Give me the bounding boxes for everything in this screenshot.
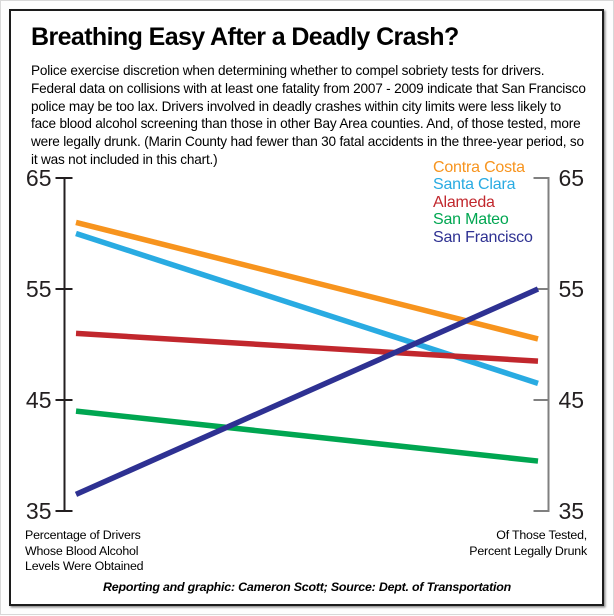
chart-legend: Contra Costa Santa Clara Alameda San Mat… [433, 159, 533, 246]
left-axis-caption: Percentage of Drivers Whose Blood Alcoho… [25, 528, 144, 574]
legend-item-santa-clara: Santa Clara [433, 176, 516, 194]
right-axis-caption: Of Those Tested, Percent Legally Drunk [469, 528, 587, 558]
legend-item-san-francisco: San Francisco [433, 228, 533, 246]
legend-item-san-mateo: San Mateo [433, 211, 509, 229]
legend-item-alameda: Alameda [433, 193, 495, 211]
chart-description: Police exercise discretion when determin… [31, 63, 586, 167]
credit-line: Reporting and graphic: Cameron Scott; So… [103, 580, 511, 594]
legend-item-contra-costa: Contra Costa [433, 159, 525, 176]
page-title: Breathing Easy After a Deadly Crash? [31, 23, 459, 51]
